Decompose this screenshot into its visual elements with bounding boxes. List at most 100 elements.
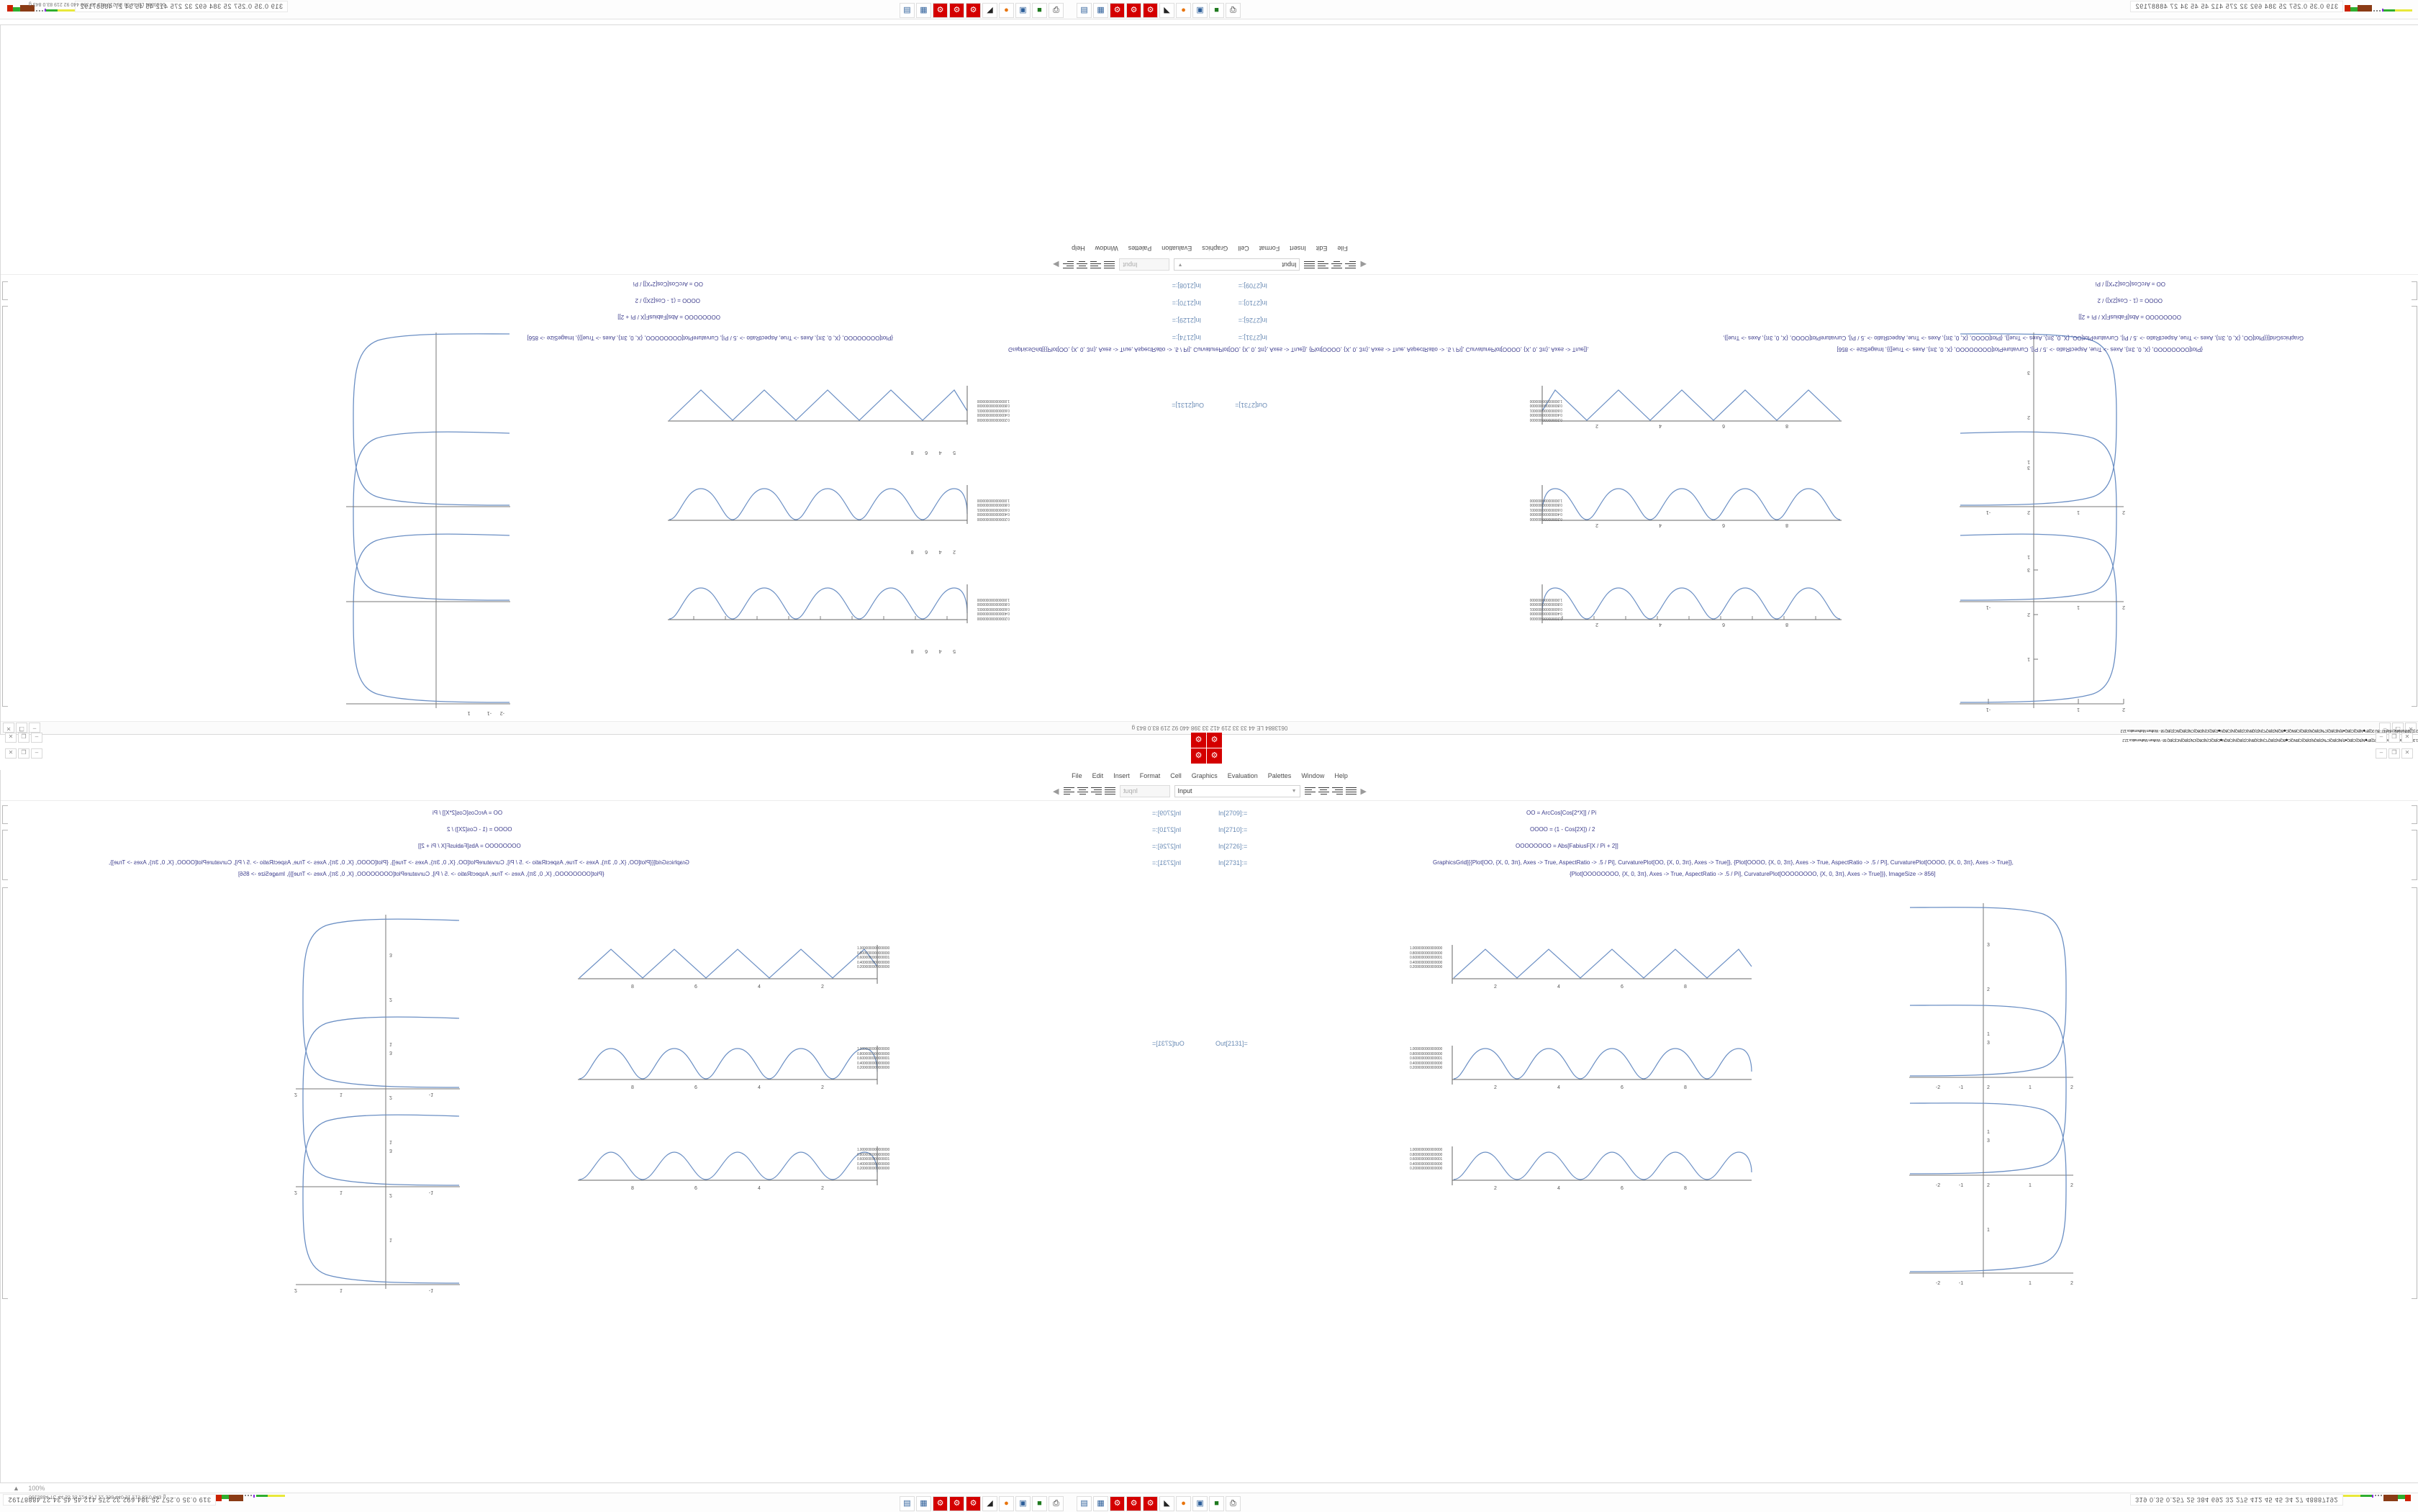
align-justify-icon[interactable] xyxy=(1345,787,1357,796)
align-group-right[interactable] xyxy=(1304,787,1357,796)
chevron-down-icon[interactable]: ▼ xyxy=(1177,262,1183,268)
menu-graphics[interactable]: Graphics xyxy=(1202,245,1228,252)
firefox-icon[interactable]: ● xyxy=(1176,1495,1191,1511)
mathematica-icon[interactable]: ⚙ xyxy=(933,1495,948,1511)
cell-bracket[interactable] xyxy=(2,830,8,880)
maximize-icon[interactable]: ❐ xyxy=(18,748,30,759)
mountain-image-icon[interactable]: ◢ xyxy=(982,2,997,18)
window-controls-strip-left[interactable]: ✕ ❐ – xyxy=(3,733,45,743)
menubar-top[interactable]: File Edit Insert Format Cell Graphics Ev… xyxy=(1,243,2418,253)
close-icon[interactable]: ✕ xyxy=(2401,748,2413,759)
minimize-icon[interactable]: – xyxy=(2376,733,2387,743)
def-3-mirror[interactable]: OOOOOOOO = Abs[FabiusF[X / Pi + 2]] xyxy=(418,843,521,849)
menubar-bottom[interactable]: File Edit Insert Format Cell Graphics Ev… xyxy=(1,770,2418,782)
minimize-icon[interactable]: – xyxy=(2376,748,2387,759)
align-left-icon[interactable] xyxy=(1063,787,1074,796)
zoom-chevron-icon[interactable]: ▲ xyxy=(13,1485,19,1492)
cell-style-select[interactable]: Input ▼ xyxy=(1174,784,1300,797)
printer-icon[interactable]: ⎙ xyxy=(1226,2,1241,18)
menu-palettes[interactable]: Palettes xyxy=(1128,245,1152,252)
printer-icon[interactable]: ⎙ xyxy=(1226,1495,1241,1511)
cell-bracket[interactable] xyxy=(2412,830,2417,880)
formatting-toolbar-bottom[interactable]: ◀ Input Input ▼ ▶ xyxy=(1,782,2418,801)
def-2-mirror[interactable]: OOOO = (1 - Cos[2X]) / 2 xyxy=(447,826,512,833)
menu-edit[interactable]: Edit xyxy=(1092,772,1104,779)
right-code-line1[interactable]: GraphicsGrid[{{Plot[OO, {X, 0, 3π}, Axes… xyxy=(1008,346,1589,353)
mathematica-icon[interactable]: ⚙ xyxy=(949,2,964,18)
maximize-icon[interactable]: ❐ xyxy=(2388,748,2400,759)
definition-3[interactable]: OOOOOOOO = Abs[FabiusF[X / Pi + 2]] xyxy=(2078,314,2181,320)
tray-group-right[interactable]: ⎙ ■ ▣ ● ◢ ⚙ ⚙ ⚙ ▦ ▤ xyxy=(1077,1,1241,19)
align-group-right[interactable] xyxy=(1063,261,1115,270)
def-1-mirror[interactable]: OO = ArcCos[Cos[2*X]] / Pi xyxy=(433,810,503,816)
terminal-icon[interactable]: ■ xyxy=(1209,2,1224,18)
grid-code-2-mirror[interactable]: {Plot[OOOOOOOO, {X, 0, 3π}, Axes -> True… xyxy=(238,871,604,877)
toolbar-next-icon[interactable]: ▶ xyxy=(1360,787,1367,796)
align-right-icon[interactable] xyxy=(1331,787,1343,796)
notebook-window-bottom[interactable]: File Edit Insert Format Cell Graphics Ev… xyxy=(0,770,2418,1483)
cell-bracket[interactable] xyxy=(2,805,8,824)
grid-code-1-mirror[interactable]: GraphicsGrid[{{Plot[OO, {X, 0, 3π}, Axes… xyxy=(109,859,689,866)
window-controls-strip-right-2[interactable]: – ❐ ✕ xyxy=(2373,748,2415,759)
close-icon[interactable]: ✕ xyxy=(5,733,17,743)
floppy-save-icon[interactable]: ▣ xyxy=(1192,2,1208,18)
cell-style-select-b[interactable]: Input xyxy=(1119,258,1170,271)
mathematica-icon[interactable]: ⚙ xyxy=(949,1495,964,1511)
tray-group-left-bottom[interactable]: ▤ ▦ ⚙ ⚙ ⚙ ◢ ● ▣ ■ ⎙ xyxy=(900,1495,1064,1512)
menu-file[interactable]: File xyxy=(1337,245,1348,252)
cell-bracket[interactable] xyxy=(2412,281,2417,300)
formatting-toolbar-top[interactable]: ◀ Input ▼ Input ▶ xyxy=(1,255,2418,275)
align-center-icon[interactable] xyxy=(1318,787,1329,796)
menu-insert[interactable]: Insert xyxy=(1113,772,1130,779)
mathematica-icon[interactable]: ⚙ xyxy=(1110,2,1125,18)
mathematica-icon[interactable]: ⚙ xyxy=(1143,2,1158,18)
taskbar-bottom[interactable]: 319 0.35 0.257 25 384 692 32 275 412 45 … xyxy=(0,1493,2418,1512)
toolbar-prev-icon[interactable]: ◀ xyxy=(1053,787,1059,796)
close-icon[interactable]: ✕ xyxy=(2401,733,2413,743)
notebook-window-top[interactable]: ✕ ❐ – 0613884 LE 44 33 33 219 412 33 398… xyxy=(0,24,2418,735)
menu-help[interactable]: Help xyxy=(1072,245,1085,252)
floppy-save-icon[interactable]: ▣ xyxy=(1015,1495,1031,1511)
maximize-icon[interactable]: ❐ xyxy=(18,733,30,743)
menu-insert[interactable]: Insert xyxy=(1290,245,1306,252)
menu-format[interactable]: Format xyxy=(1259,245,1280,252)
taskbar-top[interactable]: 319 0.35 0.257 25 384 692 32 275 412 45 … xyxy=(0,0,2418,19)
align-center-icon[interactable] xyxy=(1077,261,1088,270)
menu-cell[interactable]: Cell xyxy=(1238,245,1249,252)
floppy-save-icon[interactable]: ▣ xyxy=(1015,2,1031,18)
right-definition-1[interactable]: OO = ArcCos[Cos[2*X]] / Pi xyxy=(633,281,703,287)
mathematica-icon[interactable]: ⚙ xyxy=(966,1495,981,1511)
display-icon[interactable]: ▤ xyxy=(1077,2,1092,18)
grid-code-2-upright[interactable]: {Plot[OOOOOOOO, {X, 0, 3π}, Axes -> True… xyxy=(1570,871,1936,877)
cell-bracket[interactable] xyxy=(2,887,8,1299)
cell-style-select-a[interactable]: Input ▼ xyxy=(1174,258,1300,271)
align-left-icon[interactable] xyxy=(1063,261,1074,270)
close-icon[interactable]: ✕ xyxy=(5,748,17,759)
cell-bracket[interactable] xyxy=(2412,306,2417,707)
cell-bracket[interactable] xyxy=(2412,805,2417,824)
mathematica-icon[interactable]: ⚙ xyxy=(933,2,948,18)
firefox-icon[interactable]: ● xyxy=(999,1495,1014,1511)
calculator-icon[interactable]: ▦ xyxy=(916,1495,931,1511)
cell-bracket[interactable] xyxy=(2412,887,2417,1299)
cell-style-select-ghost[interactable]: Input xyxy=(1119,784,1170,797)
align-justify-icon[interactable] xyxy=(1104,261,1115,270)
align-center-icon[interactable] xyxy=(1077,787,1088,796)
menu-cell[interactable]: Cell xyxy=(1170,772,1182,779)
align-center-icon[interactable] xyxy=(1331,261,1343,270)
align-left-icon[interactable] xyxy=(1345,261,1357,270)
display-icon[interactable]: ▤ xyxy=(1077,1495,1092,1511)
printer-icon[interactable]: ⎙ xyxy=(1049,1495,1064,1511)
printer-icon[interactable]: ⎙ xyxy=(1049,2,1064,18)
mathematica-icon[interactable]: ⚙ xyxy=(1126,1495,1141,1511)
firefox-icon[interactable]: ● xyxy=(1176,2,1191,18)
menu-evaluation[interactable]: Evaluation xyxy=(1162,245,1192,252)
align-right-icon[interactable] xyxy=(1318,261,1329,270)
definition-2[interactable]: OOOO = (1 - Cos[2X]) / 2 xyxy=(2097,297,2163,304)
window-controls-strip-left-2[interactable]: ✕ ❐ – xyxy=(3,748,45,759)
mountain-image-icon[interactable]: ◢ xyxy=(1159,1495,1174,1511)
mathematica-icon[interactable]: ⚙ xyxy=(966,2,981,18)
tray-center-bottom[interactable]: ▤ ▦ ⚙ ⚙ ⚙ ◢ ● ▣ ■ ⎙ ⎙ ■ ▣ ● ◢ ⚙ ⚙ ⚙ ▦ ▤ xyxy=(900,1495,1241,1512)
tray-center[interactable]: ▤ ▦ ⚙ ⚙ ⚙ ◢ ● ▣ ■ ⎙ ⎙ ■ ▣ ● ◢ ⚙ ⚙ ⚙ ▦ ▤ xyxy=(900,1,1241,19)
align-group-left[interactable] xyxy=(1304,261,1357,270)
